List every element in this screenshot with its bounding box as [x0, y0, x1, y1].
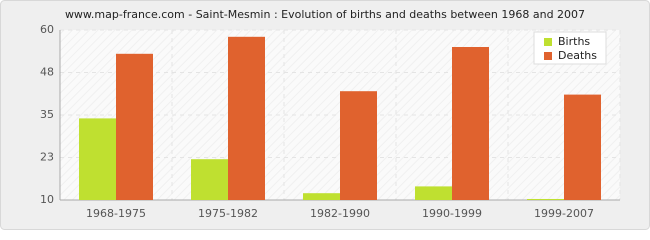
page: www.map-france.com - Saint-Mesmin : Evol…	[0, 0, 650, 230]
x-tick-label: 1975-1982	[198, 207, 258, 220]
y-tick-label: 60	[40, 23, 54, 36]
bar	[228, 36, 265, 200]
bar	[340, 91, 377, 200]
x-tick-label: 1999-2007	[534, 207, 594, 220]
x-tick-label: 1982-1990	[310, 207, 370, 220]
legend-swatch	[544, 52, 552, 60]
y-tick-label: 35	[40, 108, 54, 121]
x-tick-label: 1990-1999	[422, 207, 482, 220]
bar	[564, 94, 601, 200]
chart-title: www.map-france.com - Saint-Mesmin : Evol…	[65, 8, 585, 21]
bar	[191, 159, 228, 200]
y-tick-label: 10	[40, 193, 54, 206]
bar	[452, 47, 489, 200]
bar	[415, 186, 452, 200]
legend-label: Births	[558, 35, 590, 48]
bar	[527, 198, 564, 200]
x-tick-label: 1968-1975	[86, 207, 146, 220]
y-tick-label: 23	[40, 151, 54, 164]
bar	[79, 118, 116, 200]
bar	[303, 193, 340, 200]
y-tick-label: 48	[40, 66, 54, 79]
legend-swatch	[544, 38, 552, 46]
bar	[116, 53, 153, 200]
legend-label: Deaths	[558, 49, 597, 62]
chart: www.map-france.com - Saint-Mesmin : Evol…	[0, 0, 650, 230]
